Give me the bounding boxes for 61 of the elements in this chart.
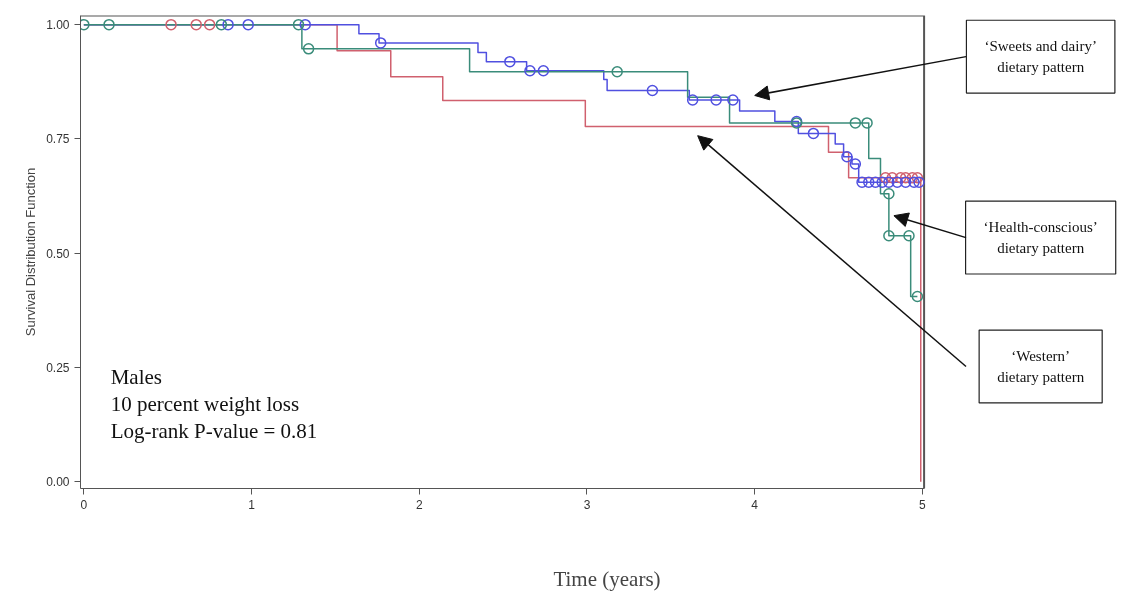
point bbox=[849, 117, 862, 129]
point bbox=[710, 94, 722, 106]
y-tick-label: 0.00 bbox=[46, 475, 70, 490]
x-tick-label: 3 bbox=[583, 497, 591, 512]
point bbox=[103, 18, 115, 31]
point bbox=[292, 18, 305, 31]
point bbox=[869, 176, 882, 189]
point bbox=[883, 176, 895, 189]
x-tick-label: 4 bbox=[751, 497, 759, 512]
point bbox=[165, 18, 177, 31]
point bbox=[886, 172, 898, 184]
point bbox=[524, 65, 536, 77]
point bbox=[374, 37, 387, 49]
x-tick-label: 1 bbox=[248, 497, 256, 512]
point bbox=[299, 18, 311, 31]
point bbox=[646, 84, 659, 97]
y-tick-label: 0.75 bbox=[46, 132, 70, 147]
point bbox=[883, 230, 895, 242]
annotation: 10 percent weight loss bbox=[110, 391, 300, 416]
point bbox=[911, 172, 924, 184]
annotation: Males bbox=[110, 364, 163, 389]
point bbox=[883, 187, 895, 200]
point bbox=[611, 65, 623, 78]
point bbox=[203, 18, 216, 31]
point bbox=[861, 117, 873, 129]
point bbox=[222, 18, 234, 31]
annotation: Log-rank P-value = 0.81 bbox=[110, 419, 318, 444]
point bbox=[894, 172, 907, 184]
point bbox=[899, 172, 912, 184]
x-axis-title: Time (years) bbox=[553, 566, 661, 591]
y-tick-label: 0.50 bbox=[46, 246, 70, 261]
point bbox=[537, 65, 550, 77]
text: ‘Health-conscious’ dietary pattern bbox=[983, 219, 1098, 256]
point bbox=[504, 55, 516, 68]
point bbox=[686, 94, 699, 106]
point bbox=[903, 230, 915, 242]
point bbox=[911, 290, 924, 303]
point bbox=[906, 172, 919, 184]
point bbox=[856, 176, 868, 189]
x-tick-label: 5 bbox=[919, 497, 927, 512]
point bbox=[302, 43, 315, 55]
y-tick-label: 1.00 bbox=[46, 18, 70, 33]
point bbox=[727, 94, 739, 106]
text: ‘Western’ dietary pattern bbox=[997, 348, 1085, 385]
point bbox=[879, 172, 892, 184]
point bbox=[849, 158, 862, 170]
text: ‘Sweets and dairy’ dietary pattern bbox=[984, 38, 1097, 76]
point bbox=[841, 150, 853, 163]
point bbox=[891, 176, 904, 189]
x-tick-label: 2 bbox=[415, 497, 423, 512]
point bbox=[899, 176, 912, 189]
point bbox=[80, 18, 90, 31]
point bbox=[215, 18, 228, 31]
y-tick-label: 0.25 bbox=[46, 360, 70, 375]
point bbox=[242, 18, 254, 31]
x-tick-label: 0 bbox=[80, 497, 88, 512]
y-axis-title: Survival Distribution Function bbox=[23, 167, 39, 337]
point bbox=[807, 127, 820, 140]
point bbox=[190, 18, 202, 31]
point bbox=[863, 176, 875, 189]
point bbox=[876, 176, 888, 189]
